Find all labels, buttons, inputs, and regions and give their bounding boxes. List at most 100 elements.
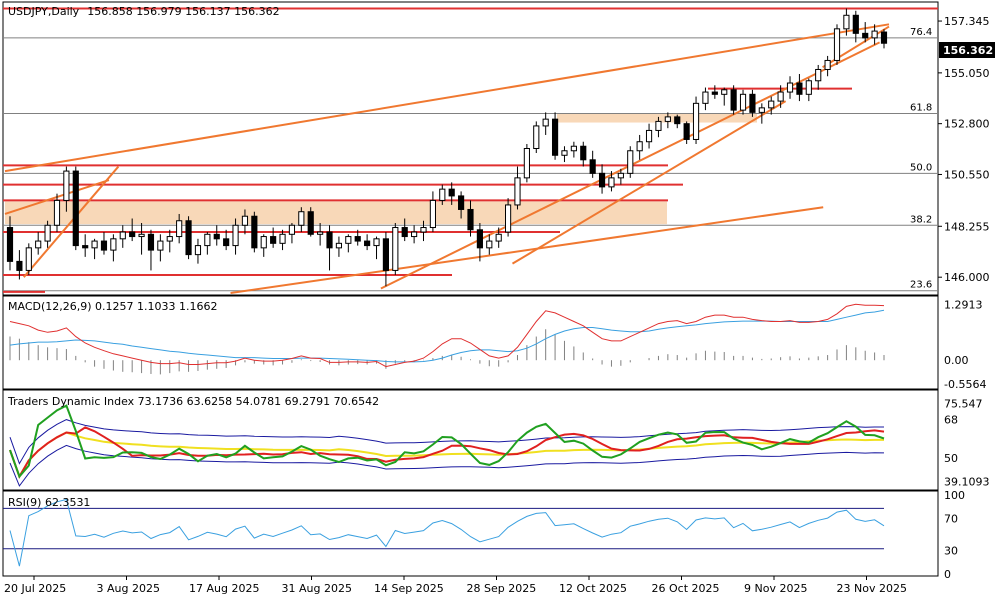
fib-label: 38.2 xyxy=(910,214,932,225)
candle xyxy=(674,114,681,129)
candle xyxy=(411,225,418,244)
candle xyxy=(523,143,530,183)
trend-line xyxy=(230,206,824,294)
candle-body xyxy=(533,125,540,149)
candle xyxy=(467,200,474,237)
candle xyxy=(354,229,361,246)
candle xyxy=(166,229,173,253)
candle-body xyxy=(429,199,436,229)
candle-body xyxy=(645,129,653,143)
candle-body xyxy=(147,233,155,251)
candle xyxy=(317,223,324,246)
candle-body xyxy=(852,14,859,34)
last-price-value: 156.362 xyxy=(943,44,993,57)
candle xyxy=(194,238,202,264)
candle-body xyxy=(279,233,286,244)
candle xyxy=(739,89,747,115)
candle-body xyxy=(589,159,596,174)
candle xyxy=(561,146,568,163)
candle-body xyxy=(6,227,14,262)
candle xyxy=(157,234,164,262)
candle-body xyxy=(862,32,869,39)
candle xyxy=(852,10,859,43)
candle-body xyxy=(157,240,164,251)
candle-body xyxy=(711,91,718,95)
candle xyxy=(617,168,624,185)
fib-label: 23.6 xyxy=(910,280,932,291)
tdi-tick-label: 75.547 xyxy=(944,398,983,411)
candle-body xyxy=(683,123,690,140)
candle xyxy=(843,8,850,36)
candle-body xyxy=(758,107,765,113)
candle xyxy=(44,220,51,248)
date-tick-label: 20 Jul 2025 xyxy=(4,582,66,595)
candle-body xyxy=(871,30,878,39)
candle xyxy=(777,85,784,108)
candle-body xyxy=(796,82,803,95)
candle-body xyxy=(730,89,737,111)
candle-body xyxy=(16,260,23,271)
tdi-panel-frame xyxy=(2,389,939,491)
candle-body xyxy=(53,199,61,226)
macd-panel-frame xyxy=(2,295,939,390)
rsi-tick-label: 0 xyxy=(944,568,951,581)
candle xyxy=(439,184,446,205)
candle-body xyxy=(505,204,512,233)
tdi-layer: 75.547 68 50 39.1093 xyxy=(9,398,990,488)
macd-signal-line xyxy=(9,309,885,363)
supply-zone xyxy=(557,113,757,123)
tdi-tick-label: 50 xyxy=(944,452,958,465)
candle xyxy=(119,225,126,248)
candle xyxy=(91,238,98,260)
candle-body xyxy=(824,59,831,70)
candle xyxy=(655,116,662,138)
candle xyxy=(824,55,831,77)
candle xyxy=(645,123,653,149)
candle xyxy=(429,191,436,233)
candle-body xyxy=(777,91,784,102)
candle-body xyxy=(833,28,841,61)
macd-title: MACD(12,26,9) 0.1257 1.1033 1.1662 xyxy=(8,300,218,313)
candle-body xyxy=(598,172,606,188)
tdi-tick-label: 68 xyxy=(944,414,958,427)
rsi-title: RSI(9) 62.3531 xyxy=(8,496,90,509)
fib-label: 61.8 xyxy=(910,103,932,114)
candle xyxy=(335,236,343,257)
tdi-tick-label: 39.1093 xyxy=(944,475,990,488)
candle-body xyxy=(476,229,483,249)
candle xyxy=(288,223,296,244)
date-tick-label: 12 Oct 2025 xyxy=(559,582,627,595)
price-tick-label: 150.550 xyxy=(944,168,990,181)
candle-body xyxy=(82,245,89,249)
candle-body xyxy=(373,238,380,247)
candle-body xyxy=(72,170,79,247)
candle xyxy=(241,209,249,235)
price-title: USDJPY,Daily 156.858 156.979 156.137 156.… xyxy=(8,5,280,18)
candle-body xyxy=(815,68,822,82)
price-tick-label: 148.255 xyxy=(944,220,990,233)
price-tick-label: 146.000 xyxy=(944,271,990,284)
candle xyxy=(53,193,61,233)
candle xyxy=(749,89,756,117)
demand-zone xyxy=(5,201,667,225)
candle-body xyxy=(664,116,671,122)
candle xyxy=(176,213,183,244)
candle xyxy=(373,236,380,260)
fib-label: 76.4 xyxy=(910,27,932,38)
candle xyxy=(213,225,220,246)
candle-body xyxy=(486,240,493,249)
candle-body xyxy=(880,31,888,44)
date-tick-label: 9 Nov 2025 xyxy=(744,582,807,595)
candle xyxy=(223,229,230,251)
candle xyxy=(805,78,812,102)
trend-line xyxy=(23,165,120,278)
candle xyxy=(589,150,596,178)
rsi-layer: 100 70 30 0 xyxy=(3,489,965,581)
candle-body xyxy=(335,242,343,249)
candle xyxy=(627,146,634,178)
tdi-upper-band xyxy=(9,419,884,465)
candle xyxy=(768,96,775,115)
candle xyxy=(364,234,371,251)
